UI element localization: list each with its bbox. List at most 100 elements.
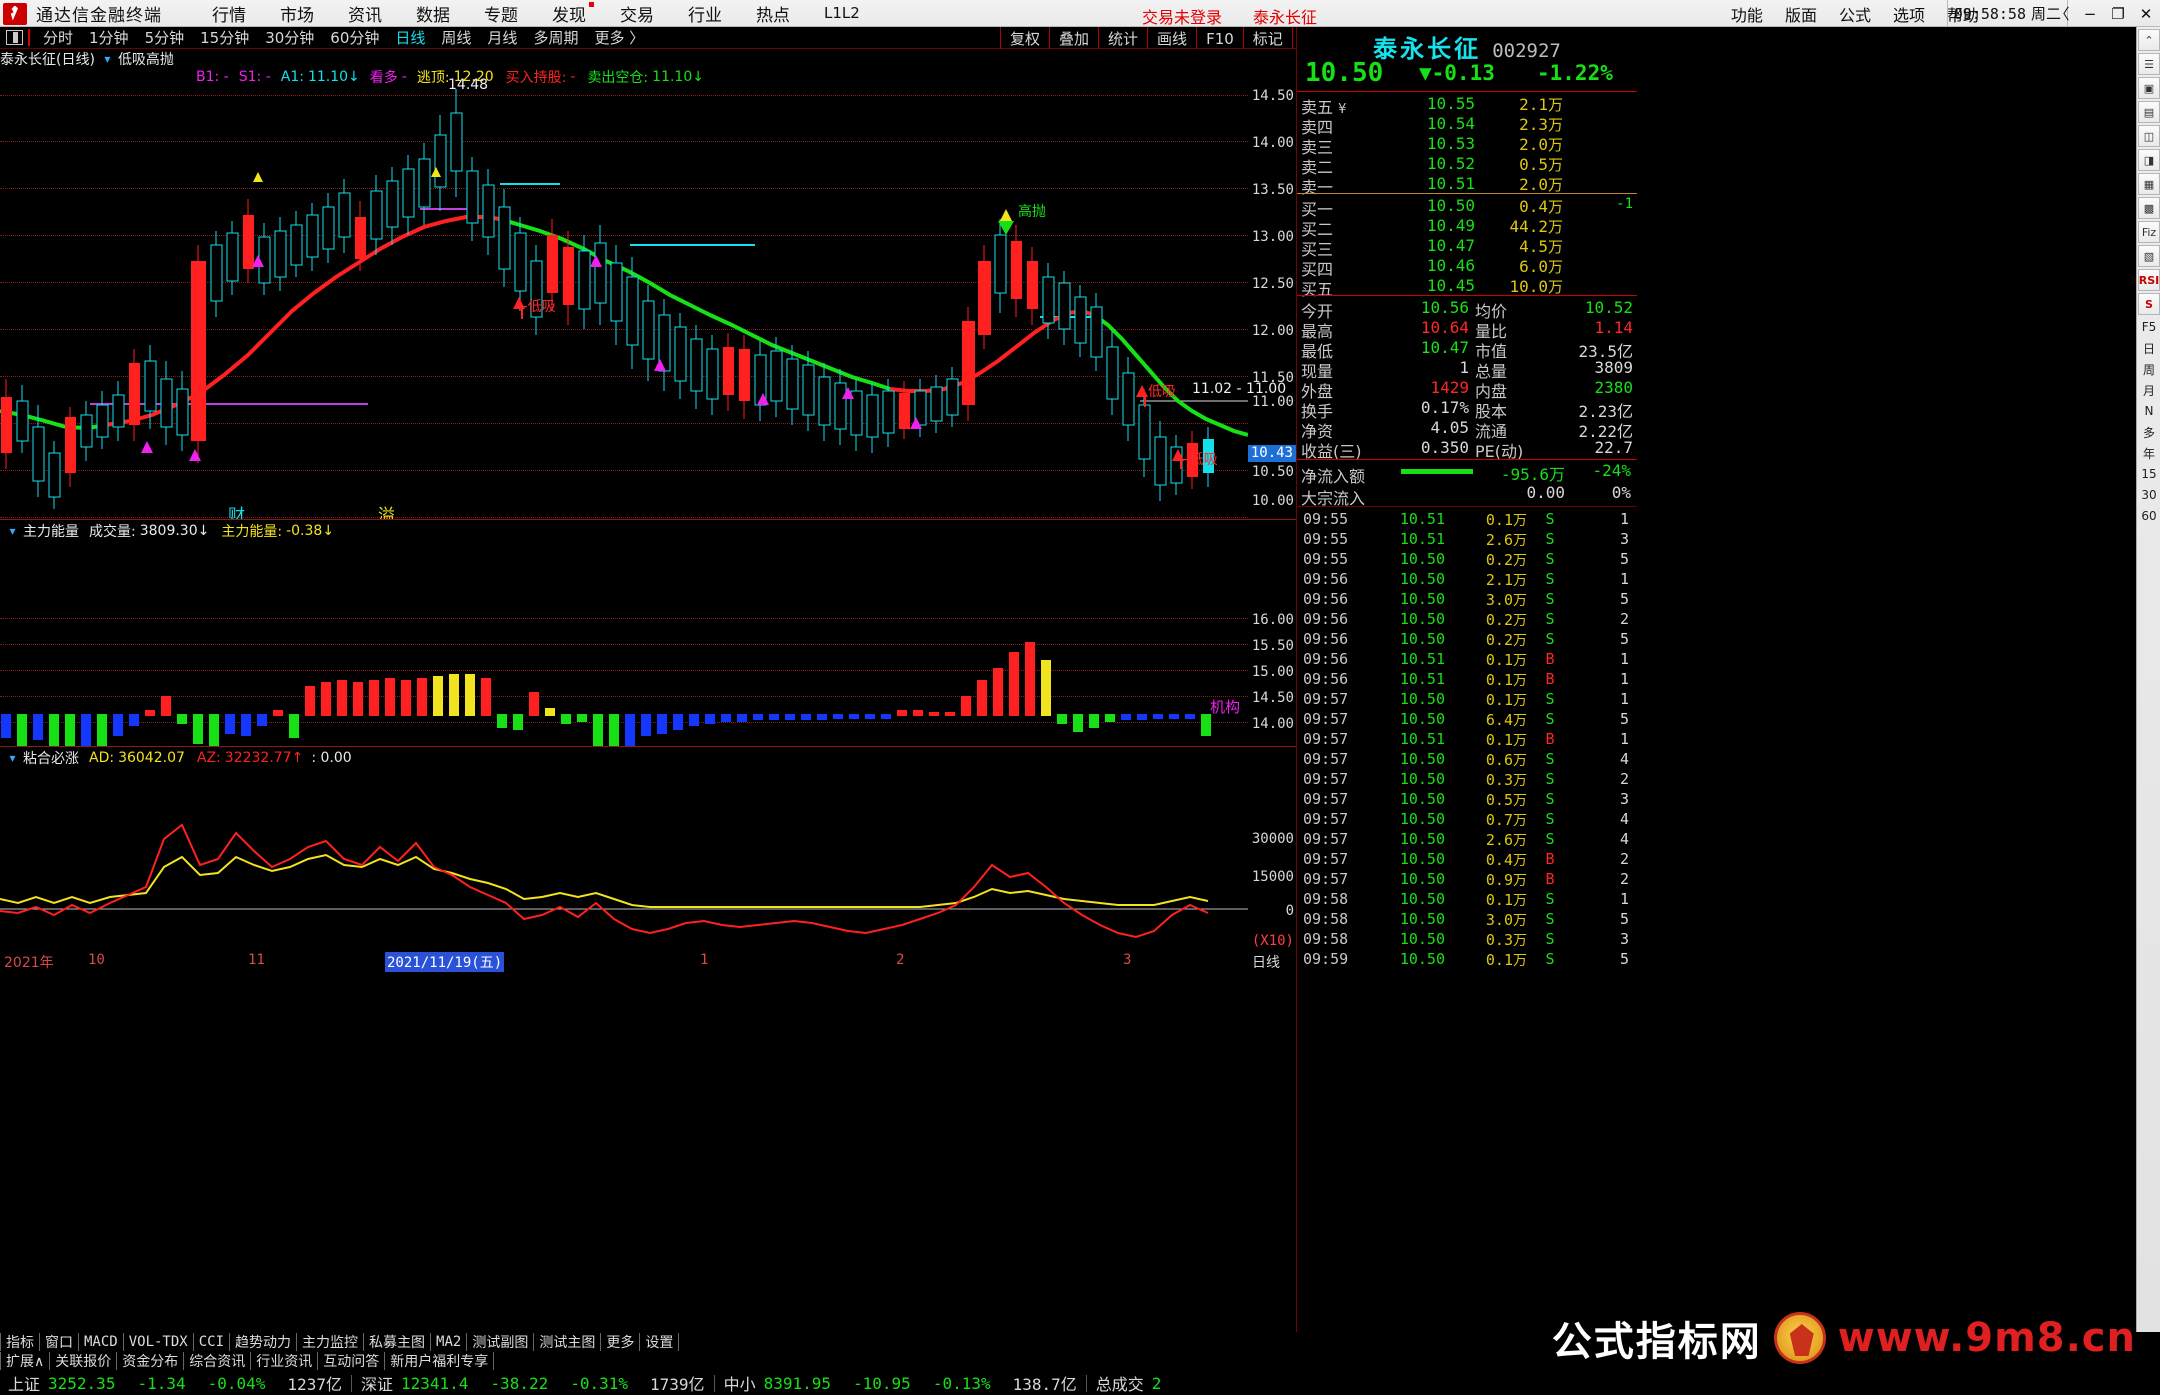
ask-level-1[interactable]: 卖一 10.51 2.0万	[1297, 173, 1637, 197]
tick-row[interactable]: 09:57 10.50 0.7万 S 4	[1303, 810, 1629, 829]
rail-label-month[interactable]: 月	[2142, 383, 2155, 398]
menu-item-layout[interactable]: 版面	[1784, 5, 1817, 25]
tick-row[interactable]: 09:57 10.50 0.6万 S 4	[1303, 750, 1629, 769]
volume-indicator-name[interactable]: 主力能量	[23, 524, 79, 540]
period-1min[interactable]: 1分钟	[89, 29, 129, 47]
tick-row[interactable]: 09:57 10.50 0.5万 S 3	[1303, 790, 1629, 809]
menu-item-news[interactable]: 资讯	[348, 5, 382, 26]
indbar-private-main[interactable]: 私募主图	[364, 1332, 432, 1351]
board-icon[interactable]: ▩	[2138, 197, 2160, 219]
menu-item-data[interactable]: 数据	[416, 5, 450, 26]
menu-item-trade[interactable]: 交易	[620, 5, 654, 26]
favbar-interactive-qa[interactable]: 互动问答	[318, 1351, 386, 1370]
bid-level-1[interactable]: 买一 10.50 0.4万 -1	[1297, 195, 1637, 219]
chevron-down-icon[interactable]: ▾	[9, 750, 16, 765]
rail-label-day[interactable]: 日	[2142, 341, 2155, 356]
menu-item-formula[interactable]: 公式	[1838, 5, 1871, 25]
indbar-more[interactable]: 更多	[601, 1332, 641, 1351]
rsi-icon[interactable]: RSI	[2138, 269, 2160, 291]
bid-level-4[interactable]: 买四 10.46 6.0万	[1297, 255, 1637, 279]
bid-level-5[interactable]: 买五 10.45 10.0万	[1297, 275, 1637, 299]
button-statistics[interactable]: 统计	[1098, 27, 1147, 49]
tick-row[interactable]: 09:59 10.50 0.1万 S 5	[1303, 950, 1629, 969]
period-weekly[interactable]: 周线	[441, 29, 472, 47]
bid-level-2[interactable]: 买二 10.49 44.2万	[1297, 215, 1637, 239]
login-status[interactable]: 交易未登录	[1142, 8, 1223, 27]
price-pane[interactable]: 泰永长征(日线) ▾ 低吸高抛 B1: - S1: - A1: 11.10 ↓ …	[0, 49, 1296, 526]
maximize-button[interactable]: ❐	[2111, 4, 2125, 23]
split-icon[interactable]: ◫	[2138, 125, 2160, 147]
indbar-mainforce-monitor[interactable]: 主力监控	[297, 1332, 365, 1351]
favbar-industry-news[interactable]: 行业资讯	[251, 1351, 319, 1370]
chart-area[interactable]: 泰永长征(日线) ▾ 低吸高抛 B1: - S1: - A1: 11.10 ↓ …	[0, 49, 1296, 972]
favbar-expand[interactable]: 扩展∧	[0, 1351, 51, 1370]
period-more[interactable]: 更多 〉	[594, 29, 645, 47]
favbar-linked-quotes[interactable]: 关联报价	[50, 1351, 118, 1370]
menu-item-l1l2[interactable]: L1L2	[824, 4, 860, 22]
close-button[interactable]: ✕	[2139, 4, 2153, 23]
ask-level-2[interactable]: 卖二 10.52 0.5万	[1297, 153, 1637, 177]
button-f10[interactable]: F10	[1196, 27, 1243, 49]
tick-row[interactable]: 09:58 10.50 0.3万 S 3	[1303, 930, 1629, 949]
indbar-indicator[interactable]: 指标	[0, 1332, 40, 1351]
indbar-macd[interactable]: MACD	[79, 1332, 124, 1351]
indbar-test-sub[interactable]: 测试副图	[467, 1332, 535, 1351]
status-index-sse[interactable]: 上证 3252.35 -1.34 -0.04% 1237亿	[8, 1371, 342, 1395]
table-icon[interactable]: ▤	[2138, 101, 2160, 123]
tick-row[interactable]: 09:56 10.50 3.0万 S 5	[1303, 590, 1629, 609]
favbar-newuser-benefits[interactable]: 新用户福利专享	[385, 1351, 495, 1370]
tick-row[interactable]: 09:57 10.50 0.1万 S 1	[1303, 690, 1629, 709]
rail-label-multi[interactable]: 多	[2142, 425, 2155, 440]
tick-row[interactable]: 09:58 10.50 0.1万 S 1	[1303, 890, 1629, 909]
period-5min[interactable]: 5分钟	[144, 29, 185, 47]
menu-item-help[interactable]: 帮助	[1946, 5, 1979, 25]
favbar-comprehensive-info[interactable]: 综合资讯	[184, 1351, 252, 1370]
button-overlay[interactable]: 叠加	[1049, 27, 1098, 49]
scroll-up-icon[interactable]: ⌃	[2138, 29, 2160, 51]
rail-label-30[interactable]: 30	[2141, 488, 2157, 502]
tick-row[interactable]: 09:55 10.50 0.2万 S 5	[1303, 550, 1629, 569]
ad-pane[interactable]: ▾ 粘合必涨 AD: 36042.07 AZ: 32232.77 ↑ : 0.0…	[0, 747, 1296, 952]
rail-label-f5[interactable]: F5	[2141, 320, 2157, 334]
tick-row[interactable]: 09:58 10.50 3.0万 S 5	[1303, 910, 1629, 929]
period-intraday[interactable]: 分时	[43, 29, 74, 47]
period-monthly[interactable]: 月线	[487, 29, 518, 47]
favbar-fund-distribution[interactable]: 资金分布	[117, 1351, 185, 1370]
menu-item-hotspot[interactable]: 热点	[756, 5, 790, 26]
fiz-icon[interactable]: Fiz	[2138, 221, 2160, 243]
tick-row[interactable]: 09:56 10.51 0.1万 B 1	[1303, 650, 1629, 669]
indbar-trend-power[interactable]: 趋势动力	[230, 1332, 298, 1351]
tick-row[interactable]: 09:56 10.50 0.2万 S 2	[1303, 610, 1629, 629]
back-button[interactable]: 〈	[2054, 5, 2070, 23]
tick-row[interactable]: 09:57 10.50 0.9万 B 2	[1303, 870, 1629, 889]
status-total-turnover[interactable]: 总成交 2	[1096, 1371, 1162, 1395]
menu-item-industry[interactable]: 行业	[688, 5, 722, 26]
button-drawline[interactable]: 画线	[1147, 27, 1196, 49]
period-60min[interactable]: 60分钟	[330, 29, 380, 47]
list-icon[interactable]: ☰	[2138, 53, 2160, 75]
button-mark[interactable]: 标记	[1242, 27, 1292, 49]
period-daily[interactable]: 日线	[395, 29, 426, 47]
multi-grid-icon[interactable]: ▦	[2138, 173, 2160, 195]
menu-item-function[interactable]: 功能	[1730, 5, 1763, 25]
time-axis[interactable]: 2021年 10 11 12 1 2 3 2021/11/19(五) 日线	[0, 952, 1296, 972]
current-stock-label[interactable]: 泰永长征	[1253, 8, 1318, 27]
tick-row[interactable]: 09:57 10.50 2.6万 S 4	[1303, 830, 1629, 849]
indbar-vol-tdx[interactable]: VOL-TDX	[124, 1332, 194, 1351]
tick-row[interactable]: 09:55 10.51 0.1万 S 1	[1303, 510, 1629, 529]
indbar-test-main[interactable]: 测试主图	[534, 1332, 602, 1351]
tick-row[interactable]: 09:55 10.51 2.6万 S 3	[1303, 530, 1629, 549]
tick-row[interactable]: 09:56 10.50 0.2万 S 5	[1303, 630, 1629, 649]
chevron-down-icon[interactable]: ▾	[9, 523, 16, 538]
ask-level-4[interactable]: 卖四 10.54 2.3万	[1297, 113, 1637, 137]
status-index-sme[interactable]: 中小 8391.95 -10.95 -0.13% 138.7亿	[724, 1371, 1077, 1395]
layout-toggle-icon[interactable]	[6, 30, 23, 45]
chevron-down-icon[interactable]: ▾	[104, 51, 111, 66]
ask-level-3[interactable]: 卖三 10.53 2.0万	[1297, 133, 1637, 157]
menu-item-quotes[interactable]: 行情	[212, 5, 246, 26]
period-30min[interactable]: 30分钟	[265, 29, 315, 47]
indbar-cci[interactable]: CCI	[194, 1332, 231, 1351]
minimize-button[interactable]: −	[2083, 4, 2097, 23]
period-multi[interactable]: 多周期	[533, 29, 579, 47]
rail-label-n[interactable]: N	[2144, 404, 2154, 418]
